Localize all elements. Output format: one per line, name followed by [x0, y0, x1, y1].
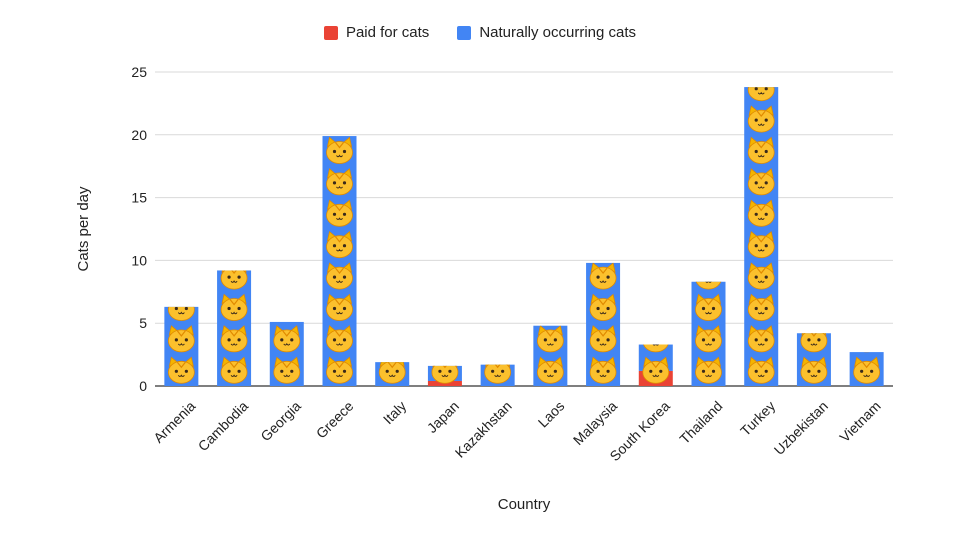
cat-face-icon	[747, 105, 775, 133]
cat-icons	[273, 295, 301, 384]
grid-layer	[155, 71, 893, 387]
y-tick-label: 10	[131, 252, 147, 268]
bar-group-kazakhstan[interactable]	[480, 357, 515, 386]
y-tick-label: 20	[131, 127, 147, 143]
bar-group-turkey[interactable]	[744, 75, 779, 387]
cat-face-icon	[274, 295, 300, 321]
bar-group-italy[interactable]	[375, 357, 410, 386]
cat-face-icon	[536, 325, 564, 353]
cat-face-icon	[167, 356, 195, 384]
legend-item-natural[interactable]: Naturally occurring cats	[457, 24, 636, 41]
y-tick-label: 5	[139, 315, 147, 331]
bar-group-vietnam[interactable]	[849, 326, 884, 386]
x-tick-label: Uzbekistan	[771, 398, 831, 458]
bar-group-cambodia[interactable]	[217, 263, 252, 386]
cat-face-icon	[325, 199, 354, 227]
x-tick-label: Turkey	[737, 398, 778, 439]
cat-face-icon	[747, 199, 775, 227]
cat-face-icon	[747, 168, 775, 196]
legend-label-natural: Naturally occurring cats	[479, 24, 637, 41]
bar-group-georgia[interactable]	[269, 295, 304, 387]
cat-icons	[431, 365, 459, 384]
y-axis-title: Cats per day	[75, 186, 92, 272]
y-tick-label: 0	[139, 378, 147, 394]
cat-face-icon	[747, 325, 775, 353]
cat-face-icon	[747, 356, 775, 384]
bar-group-malaysia[interactable]	[586, 262, 621, 386]
cat-face-icon	[325, 356, 354, 384]
cat-face-icon	[220, 293, 248, 322]
cat-face-icon	[325, 231, 354, 259]
x-tick-label: Thailand	[676, 398, 725, 447]
cat-face-icon	[747, 136, 775, 165]
cat-face-icon	[747, 87, 775, 102]
cat-face-icon	[642, 356, 670, 384]
cat-face-icon	[167, 306, 195, 322]
cat-face-icon	[325, 136, 354, 165]
legend-swatch-natural	[457, 25, 472, 40]
cat-face-icon	[378, 362, 406, 384]
cat-face-icon	[220, 356, 248, 384]
cat-face-icon	[747, 231, 775, 259]
cat-face-icon	[694, 293, 723, 322]
cat-face-icon	[747, 262, 775, 290]
bar-group-south-korea[interactable]	[638, 326, 673, 386]
cat-face-icon	[325, 168, 354, 196]
cat-icons	[378, 362, 406, 384]
bar-group-armenia[interactable]	[164, 295, 199, 387]
x-tick-label: Vietnam	[836, 398, 883, 445]
bar-group-thailand[interactable]	[691, 263, 726, 386]
cat-face-icon	[853, 356, 881, 384]
cat-face-icon	[167, 325, 195, 353]
cat-face-icon	[220, 325, 248, 353]
x-tick-label: Italy	[380, 398, 409, 427]
cat-face-icon	[853, 352, 881, 353]
cat-face-icon	[325, 262, 354, 290]
y-tick-label: 25	[131, 64, 147, 80]
x-tick-label: Japan	[424, 398, 462, 436]
cat-face-icon	[325, 325, 354, 353]
cat-icons	[167, 306, 195, 384]
x-tick-label: Greece	[313, 398, 357, 442]
cat-face-icon	[589, 293, 617, 322]
bar-group-laos[interactable]	[533, 325, 568, 386]
cat-face-icon	[694, 356, 723, 384]
x-tick-label: Armenia	[150, 398, 198, 446]
cat-face-icon	[747, 293, 775, 322]
legend-item-paid[interactable]: Paid for cats	[323, 24, 430, 41]
bar-group-uzbekistan[interactable]	[796, 326, 831, 386]
x-tick-label: Laos	[535, 398, 568, 431]
cat-face-icon	[484, 364, 512, 384]
x-axis-title: Country	[498, 496, 551, 513]
cat-face-icon	[273, 325, 301, 353]
cat-face-icon	[589, 262, 617, 290]
cat-face-icon	[431, 365, 459, 384]
x-tick-label: Georgia	[257, 398, 304, 445]
cat-face-icon	[800, 333, 828, 353]
cat-face-icon	[536, 356, 564, 384]
bars	[164, 75, 884, 387]
legend: Paid for cats Naturally occurring cats	[0, 24, 960, 41]
x-tick-label: Kazakhstan	[452, 398, 515, 461]
cat-face-icon	[694, 281, 723, 290]
cat-face-icon	[800, 356, 828, 384]
cat-face-icon	[273, 356, 301, 384]
x-tick-label: Cambodia	[195, 398, 252, 455]
bar-group-greece[interactable]	[322, 136, 357, 386]
y-tick-label: 15	[131, 190, 147, 206]
cat-face-icon	[220, 270, 248, 290]
cat-face-icon	[589, 356, 617, 384]
cat-icons	[484, 364, 512, 384]
legend-swatch-paid	[323, 25, 338, 40]
cat-face-icon	[325, 293, 354, 322]
cat-face-icon	[694, 325, 723, 353]
bar-group-japan[interactable]	[427, 357, 462, 386]
cat-face-icon	[642, 344, 670, 353]
x-tick-label: Malaysia	[570, 398, 621, 449]
legend-label-paid: Paid for cats	[345, 24, 430, 41]
cat-face-icon	[589, 325, 617, 353]
